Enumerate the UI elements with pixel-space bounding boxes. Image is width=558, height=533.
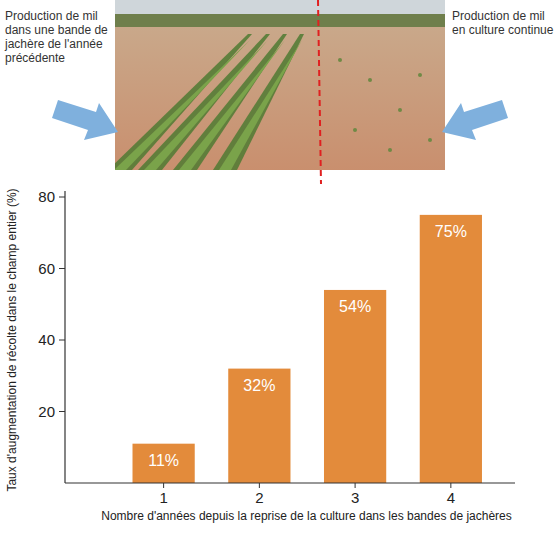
x-tick <box>259 483 260 488</box>
data-label: 11% <box>148 452 179 469</box>
annotation-left-line: jachère de l'année <box>4 37 103 51</box>
arrow-right <box>442 100 508 140</box>
x-tick-label: 1 <box>159 489 167 506</box>
annotation-right-line: en culture continue <box>452 23 554 37</box>
photo-soil <box>115 27 445 170</box>
x-axis-title: Nombre d'années depuis la reprise de la … <box>101 509 512 523</box>
photo-plant <box>353 128 357 132</box>
bar <box>324 290 386 483</box>
bar <box>420 215 482 483</box>
y-tick <box>59 411 65 412</box>
data-label: 32% <box>243 377 275 394</box>
data-label: 54% <box>339 298 371 315</box>
y-axis <box>64 191 65 483</box>
photo-plant <box>398 108 402 112</box>
y-tick <box>59 268 65 269</box>
x-tick-label: 2 <box>255 489 263 506</box>
photo-plant <box>338 58 342 62</box>
x-tick <box>450 483 451 488</box>
chart-root: Production de mildans une bande dejachèr… <box>0 0 558 533</box>
y-axis-title: Taux d'augmentation de récolte dans le c… <box>5 188 19 491</box>
chart-svg: Production de mildans une bande dejachèr… <box>0 0 558 533</box>
annotation-right-line: Production de mil <box>452 9 545 23</box>
photo-plant <box>368 78 372 82</box>
x-tick-label: 3 <box>351 489 359 506</box>
x-tick <box>163 483 164 488</box>
photo <box>115 0 445 170</box>
photo-trees <box>115 14 445 28</box>
annotation-left-line: dans une bande de <box>5 23 108 37</box>
photo-divider <box>318 0 321 184</box>
annotation-left-line: précédente <box>5 51 65 65</box>
x-tick-label: 4 <box>447 489 455 506</box>
photo-plant <box>418 73 422 77</box>
y-tick-label: 80 <box>38 188 55 205</box>
y-tick-label: 40 <box>38 331 55 348</box>
y-tick <box>59 197 65 198</box>
photo-millet-row-light <box>219 40 302 170</box>
annotation-right: Production de milen culture continue <box>452 9 554 37</box>
bar <box>228 369 290 483</box>
photo-millet-row <box>213 34 304 170</box>
x-tick <box>355 483 356 488</box>
data-label: 75% <box>435 223 467 240</box>
annotation-left: Production de mildans une bande dejachèr… <box>4 9 108 65</box>
bar <box>133 444 195 483</box>
photo-plant <box>428 138 432 142</box>
annotation-left-line: Production de mil <box>5 9 98 23</box>
y-tick-label: 60 <box>38 260 55 277</box>
x-axis <box>65 482 515 483</box>
y-tick <box>59 340 65 341</box>
y-tick-label: 20 <box>38 403 55 420</box>
arrow-left <box>52 100 118 140</box>
photo-plant <box>388 148 392 152</box>
bars <box>133 215 482 483</box>
